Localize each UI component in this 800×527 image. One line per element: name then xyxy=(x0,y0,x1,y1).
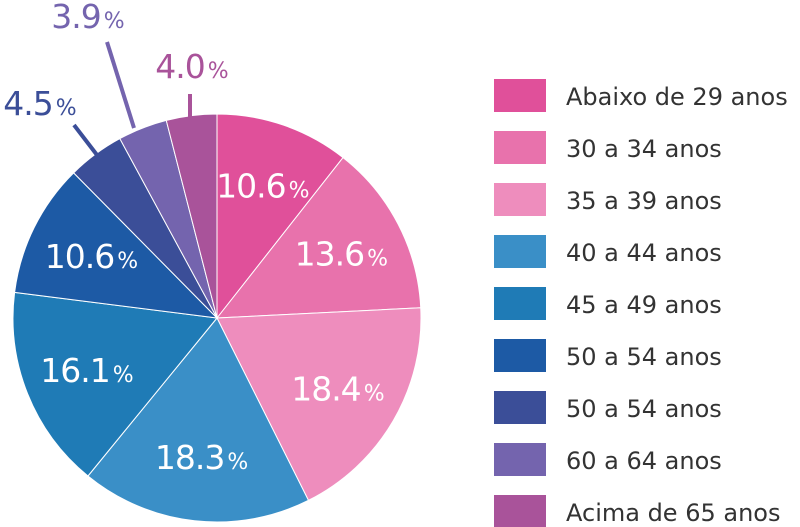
percent-label: 18.4% xyxy=(291,370,384,409)
percent-value: 4.0 xyxy=(155,47,204,86)
percent-value: 13.6 xyxy=(295,235,364,274)
legend-label: 30 a 34 anos xyxy=(566,135,722,163)
legend-label: 50 a 54 anos xyxy=(566,395,722,423)
percent-label: 16.1% xyxy=(40,351,133,390)
leader-line xyxy=(72,123,99,157)
percent-label: 10.6% xyxy=(45,237,138,276)
percent-value: 4.5 xyxy=(3,84,52,123)
percent-label: 4.0% xyxy=(155,47,228,86)
percent-label: 10.6% xyxy=(216,167,309,206)
legend-item: Acima de 65 anos xyxy=(494,495,780,527)
percent-sign: % xyxy=(364,382,385,407)
percent-sign: % xyxy=(289,179,310,204)
percent-sign: % xyxy=(208,59,229,84)
legend-swatch xyxy=(494,183,546,216)
percent-value: 10.6 xyxy=(45,237,114,276)
leader-lines xyxy=(72,41,192,157)
pie-slices xyxy=(12,113,422,523)
percent-label: 3.9% xyxy=(51,0,124,36)
legend: Abaixo de 29 anos 30 a 34 anos 35 a 39 ano… xyxy=(494,79,788,527)
legend-item: 50 a 54 anos xyxy=(494,391,722,424)
legend-label: Acima de 65 anos xyxy=(566,499,780,527)
legend-swatch xyxy=(494,391,546,424)
percent-sign: % xyxy=(227,450,248,475)
legend-label: 60 a 64 anos xyxy=(566,447,722,475)
pie-slice xyxy=(14,172,219,319)
legend-item: 50 a 54 anos xyxy=(494,339,722,372)
legend-swatch xyxy=(494,79,546,112)
legend-label: 50 a 54 anos xyxy=(566,343,722,371)
legend-label: Abaixo de 29 anos xyxy=(566,83,788,111)
pie-slice xyxy=(215,156,422,319)
percent-label: 18.3% xyxy=(155,438,248,477)
legend-item: 35 a 39 anos xyxy=(494,183,722,216)
legend-swatch xyxy=(494,235,546,268)
pie-slice xyxy=(87,317,310,523)
legend-item: 40 a 44 anos xyxy=(494,235,722,268)
pie-slice xyxy=(216,307,422,502)
legend-swatch xyxy=(494,443,546,476)
legend-item: 60 a 64 anos xyxy=(494,443,722,476)
legend-swatch xyxy=(494,131,546,164)
legend-swatch xyxy=(494,495,546,527)
percent-sign: % xyxy=(104,9,125,34)
legend-swatch xyxy=(494,287,546,320)
percent-value: 16.1 xyxy=(40,351,109,390)
legend-item: 45 a 49 anos xyxy=(494,287,722,320)
pie-slice xyxy=(12,291,218,477)
percent-sign: % xyxy=(367,247,388,272)
percent-label: 4.5% xyxy=(3,84,76,123)
legend-swatch xyxy=(494,339,546,372)
leader-line xyxy=(105,41,136,129)
percent-value: 18.3 xyxy=(155,438,224,477)
legend-label: 40 a 44 anos xyxy=(566,239,722,267)
percent-value: 3.9 xyxy=(51,0,100,36)
percent-labels: 10.6 %13.6 %18.4 %18.3 %16.1 %10.6 %4.5 %3.9 %4.… xyxy=(3,0,388,477)
percent-sign: % xyxy=(117,249,138,274)
percent-sign: % xyxy=(113,363,134,388)
percent-value: 10.6 xyxy=(216,167,285,206)
percent-value: 18.4 xyxy=(291,370,360,409)
percent-sign: % xyxy=(56,96,77,121)
legend-label: 45 a 49 anos xyxy=(566,291,722,319)
legend-label: 35 a 39 anos xyxy=(566,187,722,215)
legend-item: 30 a 34 anos xyxy=(494,131,722,164)
legend-item: Abaixo de 29 anos xyxy=(494,79,788,112)
pie-slice xyxy=(216,113,344,320)
percent-label: 13.6% xyxy=(295,235,388,274)
